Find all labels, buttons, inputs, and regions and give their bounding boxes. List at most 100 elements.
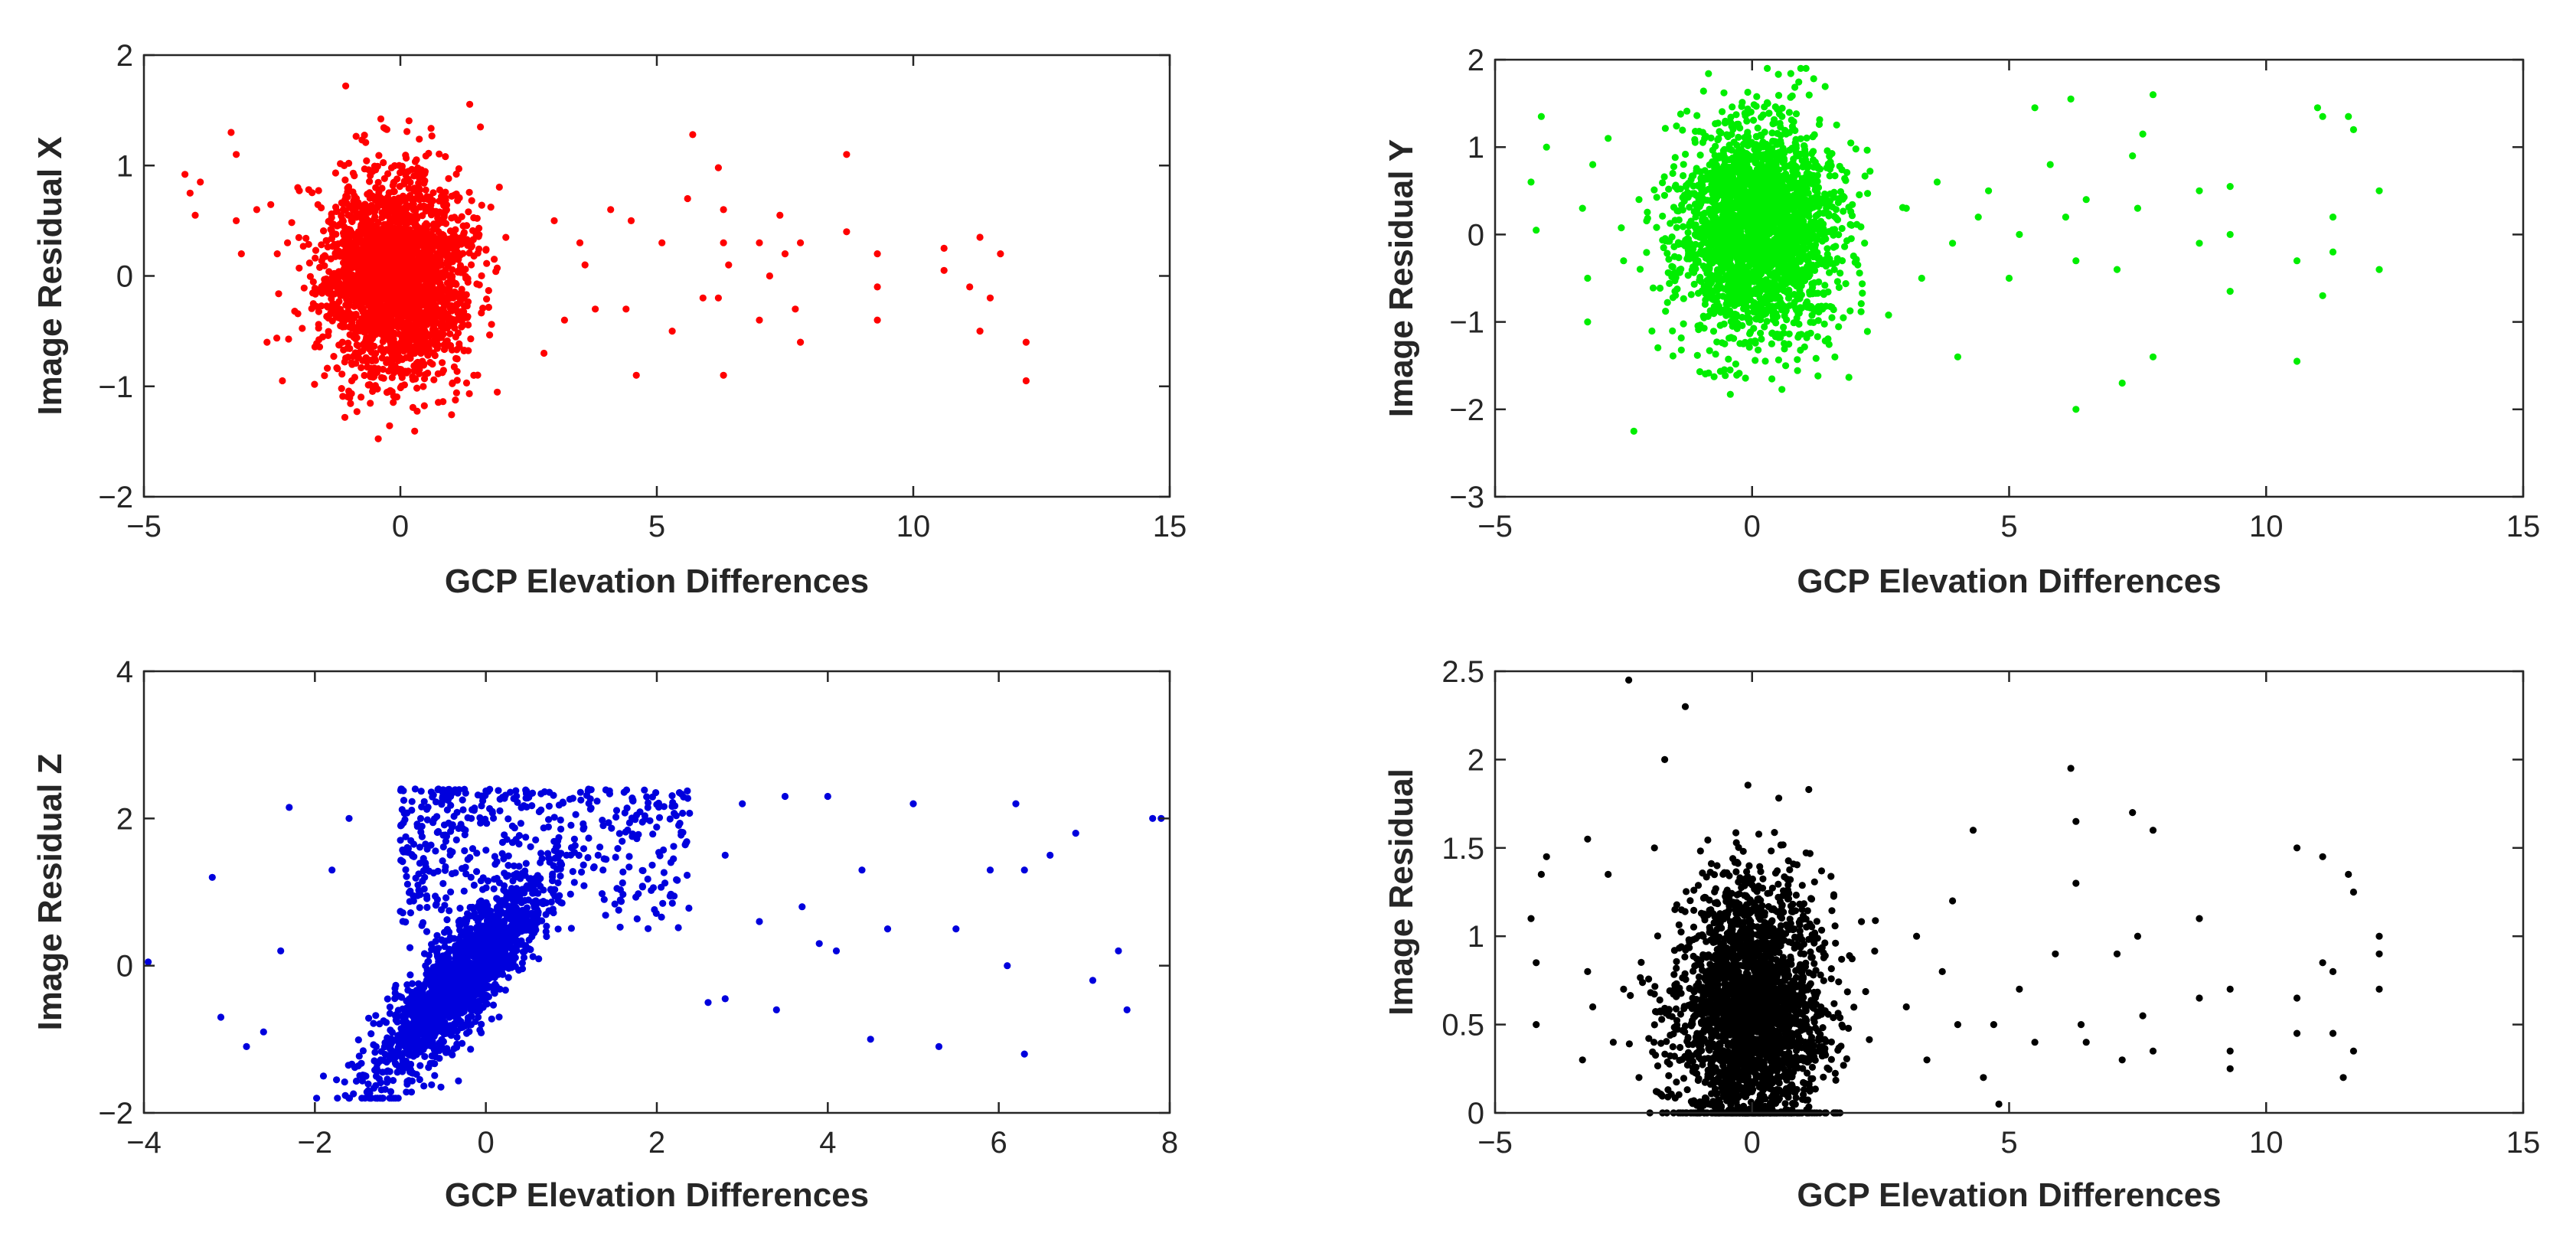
data-point [428, 132, 436, 140]
data-point [873, 316, 881, 324]
data-point [1730, 214, 1738, 221]
data-point [449, 266, 456, 273]
data-point [1778, 104, 1786, 112]
data-point [402, 152, 410, 159]
data-point [401, 302, 410, 309]
data-point [1842, 177, 1850, 184]
data-point [1730, 334, 1738, 342]
data-point [423, 233, 431, 240]
data-point [227, 129, 235, 136]
data-point [442, 338, 450, 346]
data-point [1822, 235, 1830, 243]
data-point [1752, 357, 1759, 364]
data-point [400, 180, 408, 188]
data-point [398, 382, 406, 390]
data-point [1856, 191, 1863, 199]
data-point [315, 308, 322, 315]
data-point [362, 230, 370, 238]
data-point [488, 321, 495, 328]
data-point [380, 220, 388, 229]
data-point [684, 194, 691, 203]
data-point [446, 279, 453, 286]
data-point [1794, 356, 1801, 364]
data-point [197, 178, 204, 186]
data-point [181, 171, 189, 178]
data-point [349, 263, 357, 272]
data-point [658, 239, 666, 246]
data-point [1750, 325, 1758, 332]
data-point [359, 319, 367, 327]
data-point [345, 250, 353, 258]
data-point [334, 365, 341, 373]
data-point [320, 281, 328, 289]
data-point [410, 362, 418, 370]
data-point [1814, 333, 1821, 341]
data-point [1656, 284, 1664, 292]
data-point [341, 161, 348, 169]
data-point [1835, 323, 1843, 331]
data-point [1709, 328, 1718, 335]
data-point [300, 284, 308, 292]
data-point [1669, 169, 1677, 178]
data-point [331, 169, 339, 177]
data-point [279, 377, 286, 385]
data-point [335, 247, 343, 256]
data-point [1774, 92, 1783, 100]
data-point [1804, 178, 1812, 186]
data-point [424, 351, 432, 359]
data-point [1679, 126, 1686, 134]
data-point [299, 325, 306, 332]
data-point [756, 239, 763, 246]
data-point [1885, 312, 1892, 319]
data-point [699, 294, 707, 302]
data-point [1696, 273, 1704, 281]
data-point [478, 309, 485, 317]
data-point [1774, 70, 1782, 78]
data-point [1764, 64, 1771, 72]
data-point [1835, 283, 1843, 292]
data-point [470, 252, 478, 260]
data-point [385, 237, 393, 244]
data-point [843, 151, 851, 158]
data-point [430, 376, 438, 383]
data-point [390, 302, 398, 310]
data-point [459, 250, 467, 257]
data-point [1684, 229, 1692, 237]
data-point [427, 207, 435, 214]
data-point [412, 222, 420, 230]
data-point [1742, 374, 1749, 382]
data-point [468, 261, 475, 269]
data-point [1680, 295, 1687, 302]
data-point [455, 165, 462, 173]
data-point [295, 233, 302, 241]
data-point [1817, 223, 1824, 230]
data-point [186, 189, 194, 197]
data-point [419, 334, 426, 342]
data-point [1807, 318, 1814, 326]
data-point [478, 201, 485, 209]
data-point [398, 356, 406, 364]
data-point [354, 341, 362, 350]
data-point [331, 281, 338, 289]
data-point [1823, 147, 1831, 155]
data-point [447, 289, 455, 296]
data-point [452, 170, 460, 178]
data-point [454, 237, 462, 244]
data-point [1781, 345, 1788, 353]
data-point [408, 303, 416, 311]
data-point [1771, 314, 1779, 321]
data-point [385, 189, 393, 197]
data-point [338, 370, 346, 378]
x-tick-label: 15 [1153, 510, 1187, 543]
data-point [485, 287, 492, 295]
data-point [394, 324, 402, 331]
data-point [1811, 186, 1819, 194]
data-point [273, 250, 281, 258]
data-point [386, 422, 393, 429]
data-point [1739, 313, 1746, 321]
data-point [1812, 354, 1820, 362]
data-point [384, 250, 393, 258]
data-point [475, 224, 483, 232]
data-point [332, 204, 340, 211]
data-point [1691, 139, 1699, 146]
